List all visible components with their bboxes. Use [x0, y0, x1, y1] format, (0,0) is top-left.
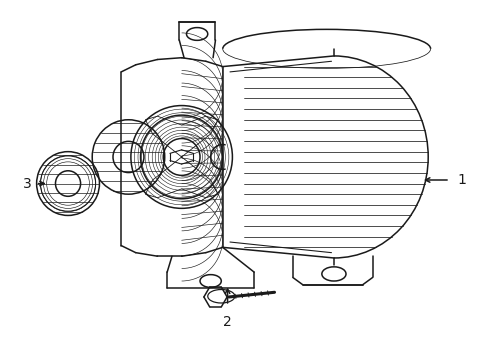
Text: 3: 3 [23, 176, 32, 190]
Text: 2: 2 [223, 315, 231, 329]
Text: 1: 1 [456, 173, 465, 187]
